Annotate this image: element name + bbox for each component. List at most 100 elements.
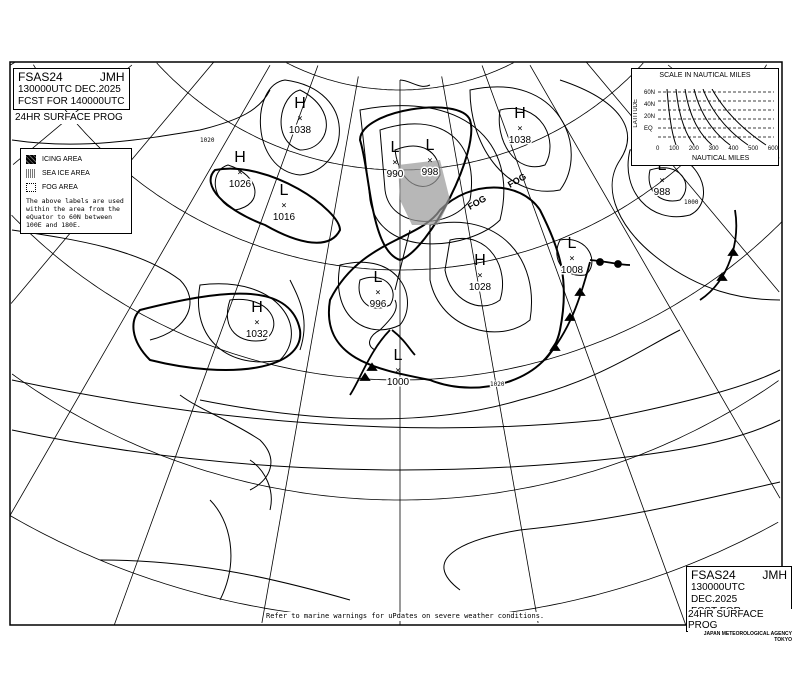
cold-front-triangle bbox=[716, 272, 728, 281]
center-mark: × bbox=[517, 124, 522, 134]
nm-tick: 200 bbox=[688, 146, 699, 152]
pressure-value: 1026 bbox=[229, 179, 252, 190]
latitude-circle bbox=[11, 373, 779, 501]
scale-title: SCALE IN NAUTICAL MILES bbox=[659, 72, 751, 79]
high-symbol: H bbox=[294, 95, 306, 112]
pressure-value: 990 bbox=[387, 169, 404, 180]
cold-front-triangle bbox=[359, 372, 371, 381]
legend-item-sea-ice: SEA ICE AREA bbox=[26, 169, 126, 178]
coastline bbox=[394, 229, 411, 291]
isobar-thick bbox=[358, 106, 473, 262]
lat-tick: EQ bbox=[644, 126, 653, 132]
front-line bbox=[391, 329, 416, 356]
pressure-value: 1000 bbox=[387, 377, 410, 388]
warm-front-semicircle bbox=[614, 260, 622, 268]
high-symbol: H bbox=[514, 105, 526, 122]
high-symbol: H bbox=[474, 252, 486, 269]
isobar bbox=[99, 559, 351, 601]
isobar bbox=[444, 237, 504, 307]
low-symbol: L bbox=[374, 269, 383, 286]
coastlines bbox=[179, 79, 431, 601]
isobar-thick bbox=[132, 292, 302, 371]
pressure-value: 988 bbox=[654, 187, 671, 198]
isobar-label: 1000 bbox=[684, 199, 699, 206]
pressure-value: 996 bbox=[370, 299, 387, 310]
high-symbol: H bbox=[234, 149, 246, 166]
isobar bbox=[498, 107, 551, 168]
coastline bbox=[179, 394, 272, 491]
cold-front-triangle bbox=[366, 362, 378, 371]
pressure-value: 1008 bbox=[561, 265, 584, 276]
low-symbol: L bbox=[426, 137, 435, 154]
nm-tick: 500 bbox=[748, 146, 759, 152]
center-mark: × bbox=[375, 288, 380, 298]
lat-tick: 20N bbox=[644, 114, 656, 120]
meridian bbox=[10, 62, 15, 66]
low-symbol: L bbox=[280, 182, 289, 199]
legend-label: FOG AREA bbox=[42, 184, 78, 191]
forecast-time: FCST FOR 140000UTC bbox=[18, 96, 125, 107]
station: JMH bbox=[99, 70, 125, 84]
legend-label: ICING AREA bbox=[42, 156, 83, 163]
chart-id: FSAS24 bbox=[18, 70, 63, 84]
isobar bbox=[358, 276, 394, 309]
coastline bbox=[289, 279, 305, 351]
nm-tick: 100 bbox=[669, 146, 680, 152]
sea-ice-grid-icon bbox=[26, 169, 36, 178]
isobar-label: 1020 bbox=[200, 137, 215, 144]
low-symbol: L bbox=[391, 139, 400, 156]
isobar bbox=[359, 105, 505, 245]
isobar bbox=[648, 167, 687, 202]
latitude-circle bbox=[11, 214, 782, 381]
product-name: 24HR SURFACE PROG bbox=[11, 112, 123, 124]
front-line bbox=[349, 329, 391, 396]
center-mark: × bbox=[281, 201, 286, 211]
isobar bbox=[280, 89, 327, 151]
high-symbol: H bbox=[251, 299, 263, 316]
cold-front-triangle bbox=[727, 247, 739, 256]
isobar-label: 1020 bbox=[490, 381, 505, 388]
pressure-value: 1032 bbox=[246, 329, 269, 340]
nm-tick: 400 bbox=[728, 146, 739, 152]
center-mark: × bbox=[392, 158, 397, 168]
distance-scale: SCALE IN NAUTICAL MILES LATITUDE 60N 40N… bbox=[631, 68, 779, 166]
meridian bbox=[529, 64, 781, 499]
isobar bbox=[429, 221, 532, 333]
isobar bbox=[469, 86, 572, 192]
pressure-value: 998 bbox=[422, 167, 439, 178]
scale-ylabel: LATITUDE bbox=[633, 99, 639, 128]
isobar bbox=[556, 239, 593, 276]
nm-tick: 300 bbox=[708, 146, 719, 152]
legend-label: SEA ICE AREA bbox=[42, 170, 90, 177]
icing-area bbox=[398, 160, 450, 225]
nm-tick: 600 bbox=[767, 146, 778, 152]
center-mark: × bbox=[237, 168, 242, 178]
isobar bbox=[199, 329, 681, 420]
isobar bbox=[443, 481, 781, 591]
center-mark: × bbox=[477, 271, 482, 281]
isobar bbox=[559, 79, 781, 301]
pressure-value: 1038 bbox=[289, 125, 312, 136]
issued-time: 130000UTC DEC.2025 bbox=[691, 582, 745, 605]
isobar bbox=[338, 261, 408, 331]
lat-tick: 40N bbox=[644, 102, 656, 108]
scale-xlabel: NAUTICAL MILES bbox=[692, 155, 750, 162]
scale-curves bbox=[658, 89, 774, 146]
low-symbol: L bbox=[568, 235, 577, 252]
isobar-thick bbox=[209, 167, 342, 244]
coastline bbox=[249, 459, 272, 511]
warm-front-semicircle bbox=[596, 258, 604, 266]
product-bottom: 24HR SURFACE PROG JAPAN METEOROLOGICAL A… bbox=[688, 609, 792, 643]
coastline bbox=[369, 299, 397, 351]
agency-name: JAPAN METEOROLOGICAL AGENCY TOKYO bbox=[703, 631, 792, 643]
pressure-value: 1038 bbox=[509, 135, 532, 146]
icing-hatch-icon bbox=[26, 155, 36, 164]
isobar bbox=[11, 419, 781, 471]
legend-item-icing: ICING AREA bbox=[26, 155, 126, 164]
legend: ICING AREA SEA ICE AREA FOG AREA The abo… bbox=[20, 148, 132, 234]
cold-front-triangle bbox=[564, 312, 576, 321]
meridian bbox=[441, 76, 539, 623]
center-mark: × bbox=[297, 114, 302, 124]
meridian bbox=[10, 64, 271, 516]
isobar bbox=[259, 79, 340, 176]
